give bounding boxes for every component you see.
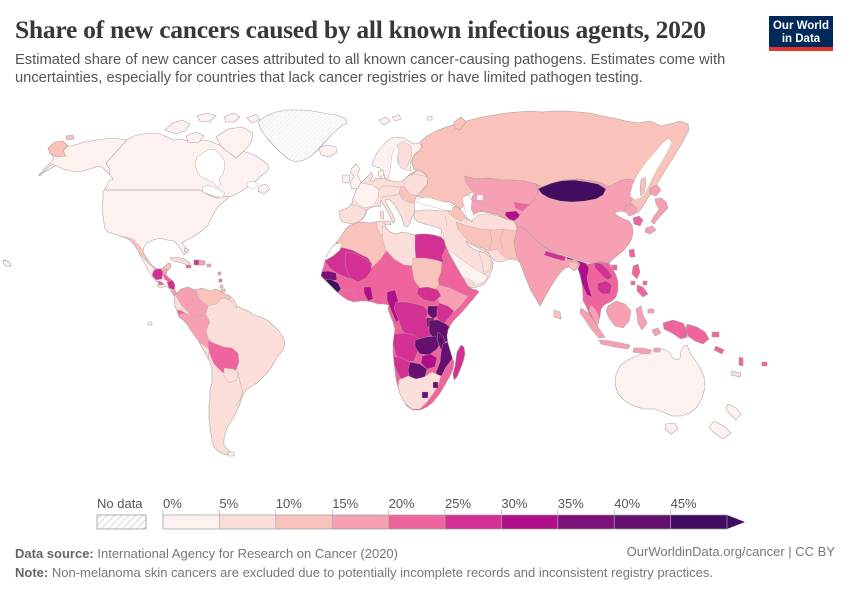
svg-text:No data: No data — [97, 496, 143, 511]
svg-text:10%: 10% — [276, 496, 302, 511]
svg-text:20%: 20% — [389, 496, 415, 511]
svg-text:0%: 0% — [163, 496, 182, 511]
svg-text:35%: 35% — [558, 496, 584, 511]
svg-text:40%: 40% — [614, 496, 640, 511]
svg-text:5%: 5% — [219, 496, 238, 511]
svg-text:25%: 25% — [445, 496, 471, 511]
svg-text:45%: 45% — [671, 496, 697, 511]
svg-text:30%: 30% — [501, 496, 527, 511]
svg-text:15%: 15% — [332, 496, 358, 511]
